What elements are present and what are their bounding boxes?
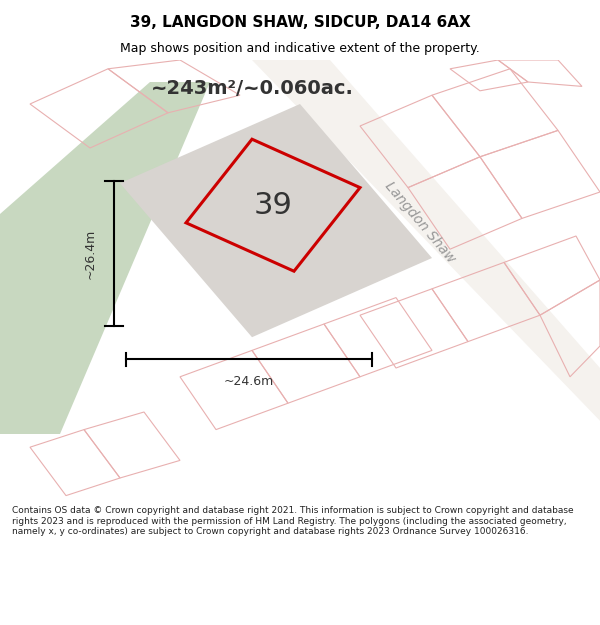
Text: ~243m²/~0.060ac.: ~243m²/~0.060ac. xyxy=(151,79,353,98)
Text: Langdon Shaw: Langdon Shaw xyxy=(382,179,458,266)
Polygon shape xyxy=(120,104,432,338)
Text: ~24.6m: ~24.6m xyxy=(224,375,274,388)
Polygon shape xyxy=(0,82,210,434)
Text: 39: 39 xyxy=(254,191,292,220)
Text: 39, LANGDON SHAW, SIDCUP, DA14 6AX: 39, LANGDON SHAW, SIDCUP, DA14 6AX xyxy=(130,15,470,30)
Polygon shape xyxy=(252,60,600,421)
Text: ~26.4m: ~26.4m xyxy=(83,229,97,279)
Text: Map shows position and indicative extent of the property.: Map shows position and indicative extent… xyxy=(120,42,480,55)
Text: Contains OS data © Crown copyright and database right 2021. This information is : Contains OS data © Crown copyright and d… xyxy=(12,506,574,536)
